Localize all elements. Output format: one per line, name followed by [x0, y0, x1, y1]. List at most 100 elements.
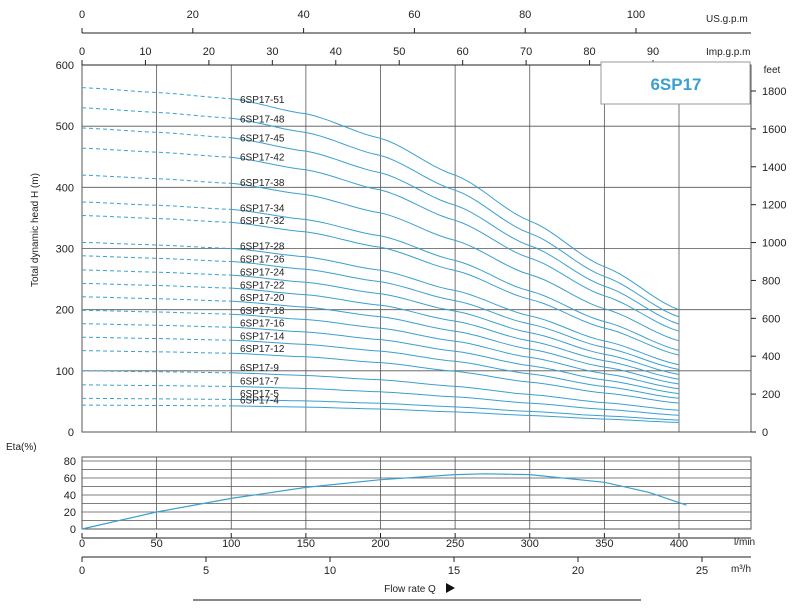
us-gpm-tick-label: 0 — [79, 9, 85, 21]
eta-curve — [81, 473, 687, 530]
y-tick-label: 100 — [56, 366, 74, 378]
head-curve — [231, 339, 680, 399]
imp-gpm-tick-label: 60 — [457, 46, 469, 58]
y2-tick-label: 600 — [762, 313, 780, 325]
y2-tick-label: 1600 — [762, 124, 786, 136]
m3h-tick-label: 20 — [572, 565, 584, 577]
us-gpm-label: US.g.p.m — [706, 14, 748, 25]
head-curve-dashed — [81, 282, 232, 289]
curve-label: 6SP17-42 — [240, 153, 285, 164]
curve-label: 6SP17-4 — [240, 396, 279, 407]
m3h-tick-label: 25 — [696, 565, 708, 577]
curve-label: 6SP17-5 — [240, 389, 279, 400]
head-curve — [231, 372, 680, 411]
head-curve — [231, 287, 680, 380]
us-gpm-tick-label: 20 — [187, 9, 199, 21]
eta-tick-label: 60 — [64, 473, 76, 485]
y2-tick-label: 400 — [762, 351, 780, 363]
head-curve — [231, 274, 680, 375]
head-curve — [231, 405, 680, 423]
head-curve-dashed — [81, 323, 232, 328]
eta-tick-label: 0 — [70, 524, 76, 536]
curve-label: 6SP17-14 — [240, 331, 285, 342]
imp-gpm-label: Imp.g.p.m — [706, 47, 750, 58]
imp-gpm-tick-label: 80 — [583, 46, 595, 58]
head-curve-dashed — [81, 309, 232, 315]
head-curve-dashed — [81, 255, 232, 262]
curve-label: 6SP17-28 — [240, 242, 285, 253]
head-curve-dashed — [81, 127, 232, 139]
curve-label: 6SP17-12 — [240, 344, 285, 355]
us-gpm-tick-label: 100 — [627, 9, 645, 21]
m3h-tick-label: 15 — [448, 565, 460, 577]
lpm-tick-label: 350 — [595, 538, 613, 550]
imp-gpm-tick-label: 30 — [266, 46, 278, 58]
efficiency-curve — [81, 473, 687, 530]
head-curve-dashed — [81, 87, 232, 100]
flow-rate-label: Flow rate Q — [384, 584, 436, 595]
imp-gpm-tick-label: 70 — [520, 46, 532, 58]
us-gpm-tick-label: 60 — [408, 9, 420, 21]
head-curve — [231, 208, 680, 351]
head-curve-dashed — [81, 241, 232, 249]
curve-label: 6SP17-20 — [240, 293, 285, 304]
lpm-tick-label: 0 — [79, 538, 85, 550]
head-curve-dashed — [82, 397, 232, 400]
curve-label: 6SP17-26 — [240, 254, 285, 265]
curve-label: 6SP17-45 — [240, 133, 285, 144]
lpm-label: l/min — [734, 537, 755, 548]
head-curve — [231, 182, 680, 342]
head-curve-dashed — [81, 107, 232, 119]
lpm-tick-label: 100 — [222, 538, 240, 550]
curve-label: 6SP17-16 — [240, 319, 285, 330]
head-curve-dashed — [81, 350, 232, 354]
head-curve-dashed — [81, 370, 232, 374]
lpm-tick-label: 250 — [446, 538, 464, 550]
curve-label: 6SP17-34 — [240, 203, 285, 214]
head-curve-dashed — [81, 296, 232, 302]
m3h-tick-label: 10 — [324, 565, 336, 577]
head-curve-dashed — [82, 404, 232, 407]
m3h-tick-label: 5 — [203, 565, 209, 577]
y2-tick-label: 1000 — [762, 238, 786, 250]
head-curve — [231, 137, 680, 325]
curve-label: 6SP17-51 — [240, 95, 285, 106]
head-curve — [231, 156, 680, 332]
y-tick-label: 600 — [56, 60, 74, 72]
eta-frame — [81, 456, 752, 530]
curve-label: 6SP17-48 — [240, 114, 285, 125]
lpm-tick-label: 50 — [151, 538, 163, 550]
head-curve-dashed — [81, 147, 232, 158]
head-curves — [81, 87, 680, 423]
y2-tick-label: 1200 — [762, 200, 786, 212]
y-tick-label: 200 — [56, 305, 74, 317]
lpm-tick-label: 150 — [297, 538, 315, 550]
imp-gpm-tick-label: 50 — [393, 46, 405, 58]
head-curve-dashed — [81, 215, 232, 223]
head-curve — [231, 98, 680, 311]
eta-tick-label: 80 — [64, 456, 76, 468]
curve-labels: 6SP17-51 6SP17-48 6SP17-45 6SP17-42 6SP17-38… — [240, 95, 285, 406]
title-box — [600, 61, 751, 105]
main-grid — [81, 64, 752, 433]
eta-tick-label: 40 — [64, 490, 76, 502]
head-curve-dashed — [82, 384, 232, 387]
head-curve — [231, 248, 680, 366]
curve-label: 6SP17-9 — [240, 363, 279, 374]
m3h-label: m³/h — [731, 564, 751, 575]
eta-axis-label: Eta(%) — [6, 442, 37, 453]
curve-label: 6SP17-24 — [240, 268, 285, 279]
imp-gpm-tick-label: 90 — [647, 46, 659, 58]
y2-tick-label: 200 — [762, 389, 780, 401]
imp-gpm-tick-label: 0 — [79, 46, 85, 58]
y-axis-label: Total dynamic head H (m) — [30, 173, 41, 287]
head-curve — [231, 221, 680, 356]
eta-grid — [81, 456, 752, 530]
y2-tick-label: 800 — [762, 275, 780, 287]
y2-tick-label: 1800 — [762, 86, 786, 98]
head-curve — [231, 300, 680, 385]
head-curve — [231, 326, 680, 395]
y-tick-label: 400 — [56, 182, 74, 194]
y2-axis-label: feet — [764, 65, 781, 76]
curve-label: 6SP17-22 — [240, 280, 285, 291]
